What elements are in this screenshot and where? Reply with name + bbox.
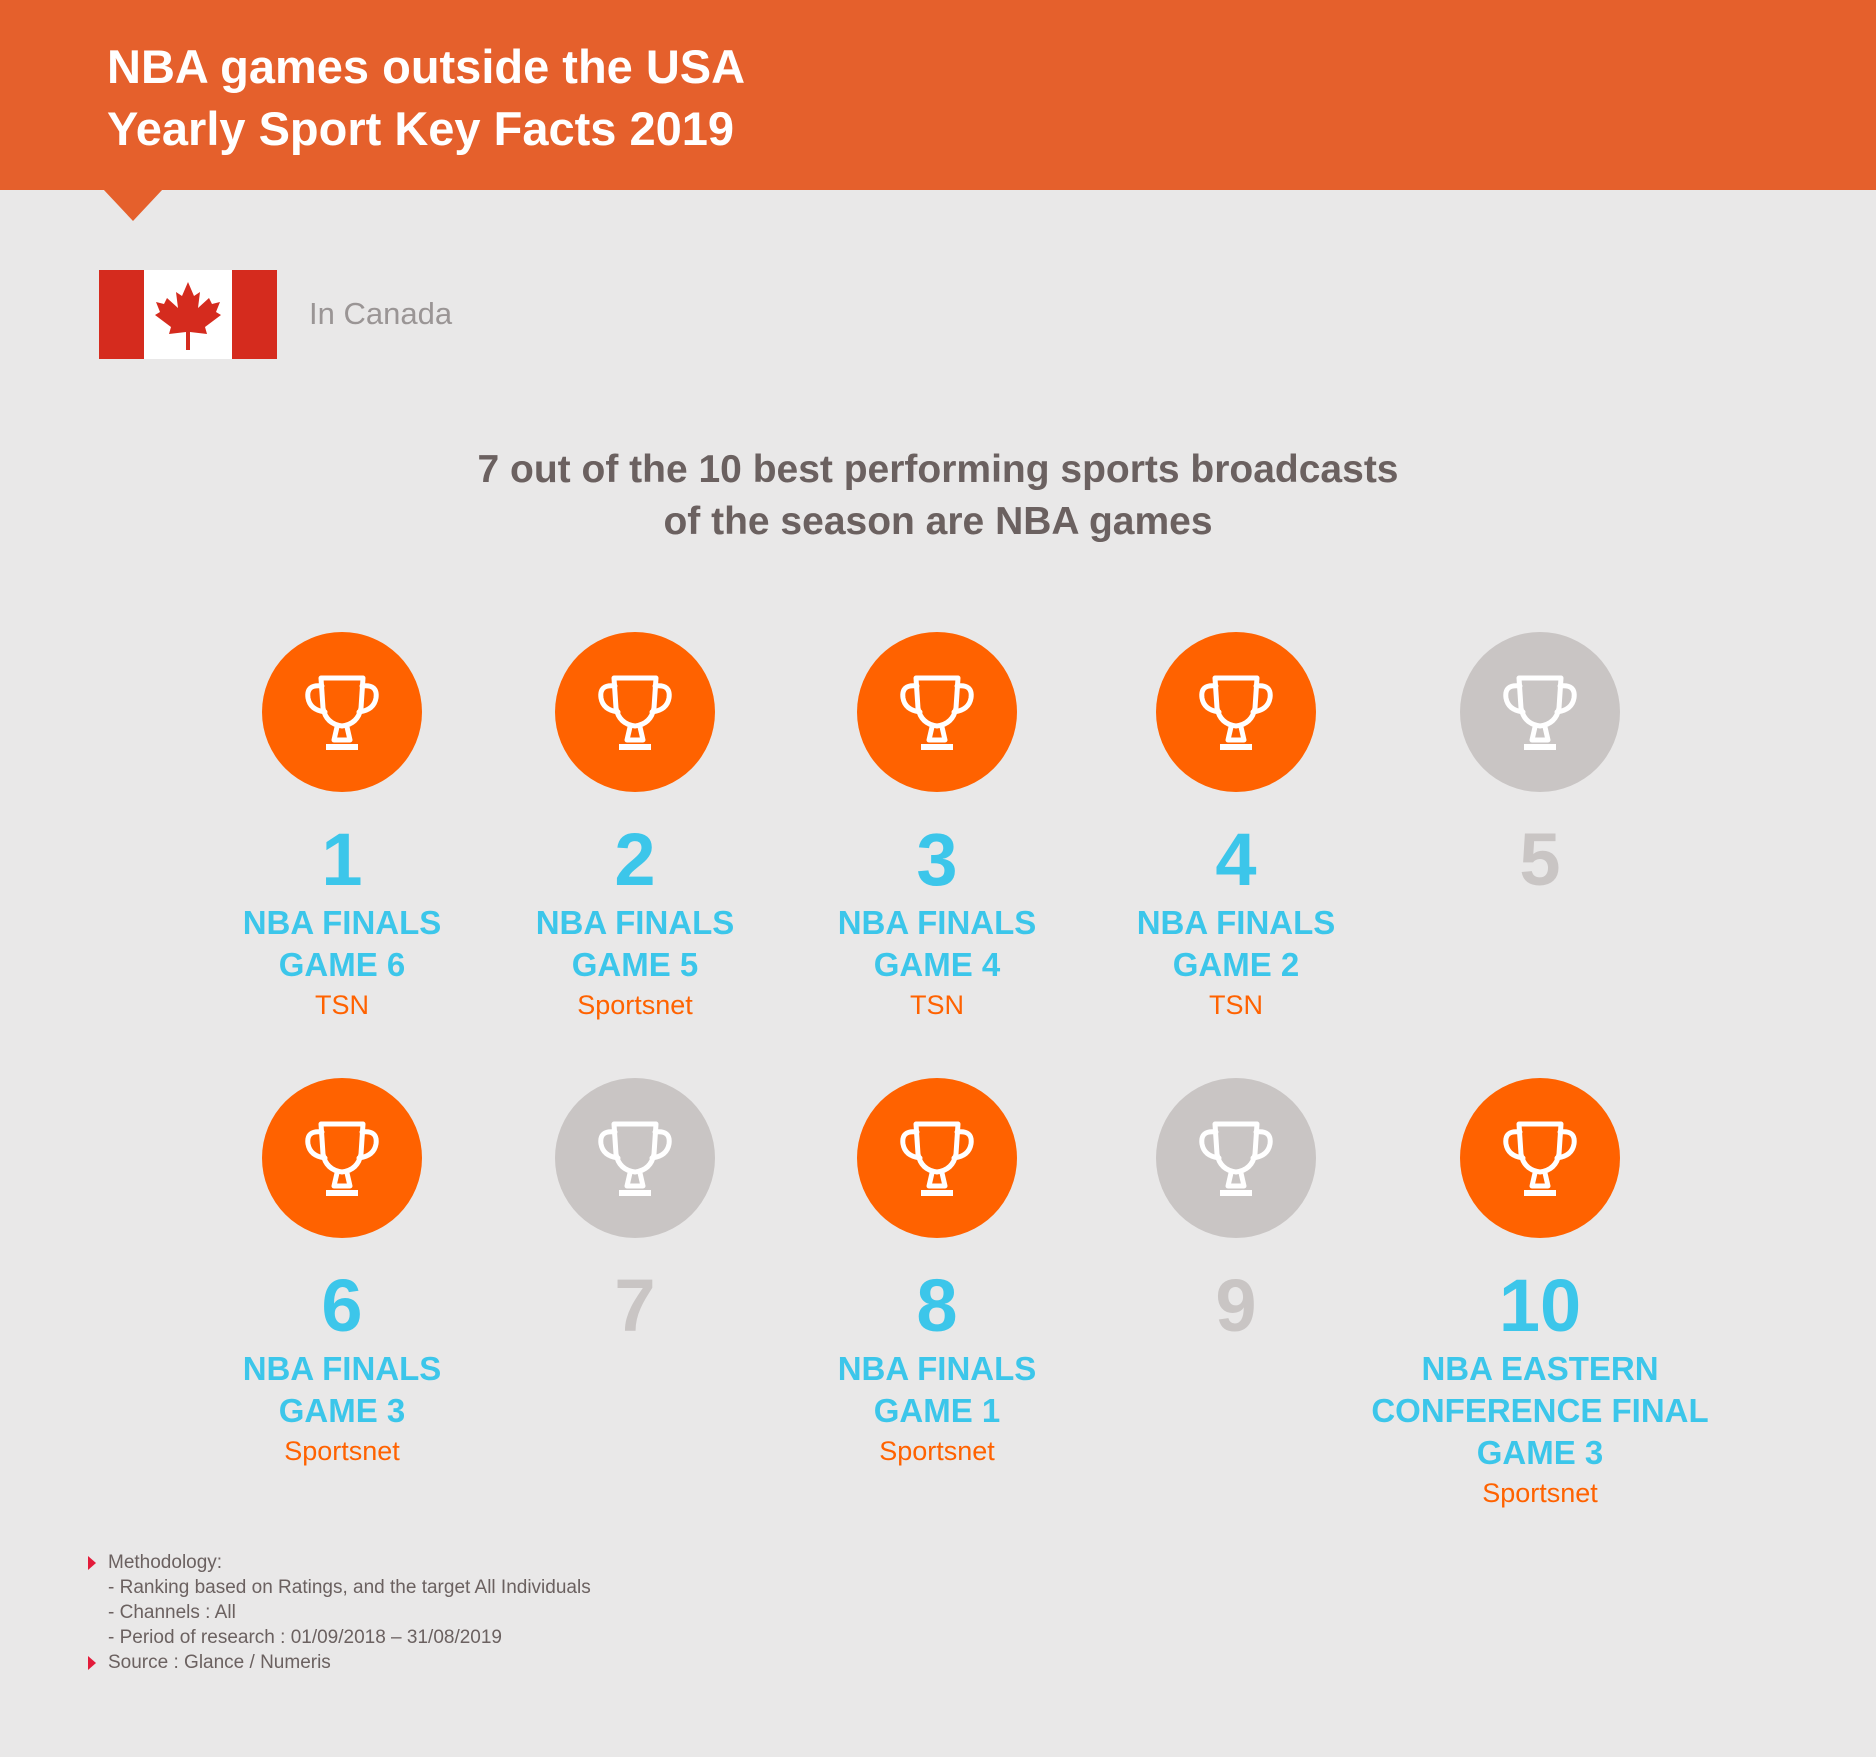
methodology-item-text: - Ranking based on Ratings, and the targ… (108, 1577, 591, 1598)
rank-badge (262, 632, 422, 792)
methodology-item: - Ranking based on Ratings, and the targ… (88, 1575, 591, 1600)
methodology-row: Methodology: (88, 1550, 591, 1575)
rank-item-8: 8 NBA FINALS GAME 1 Sportsnet (787, 1078, 1087, 1468)
bullet-arrow-icon (88, 1556, 96, 1570)
broadcast-title-line: NBA FINALS (242, 1350, 442, 1387)
country-label: In Canada (309, 296, 453, 331)
broadcast-title: NBA EASTERN CONFERENCE FINAL GAME 3 (1350, 1348, 1730, 1474)
rank-number: 6 (321, 1264, 363, 1347)
source-row: Source : Glance / Numeris (88, 1650, 591, 1675)
broadcast-channel: Sportsnet (577, 990, 693, 1020)
page-title-line2: Yearly Sport Key Facts 2019 (107, 102, 735, 155)
rank-number: 7 (614, 1264, 656, 1347)
broadcast-title-line: GAME 3 (1476, 1434, 1604, 1471)
trophy-icon (1503, 1121, 1577, 1196)
broadcast-title: NBA FINALS GAME 1 (787, 1348, 1087, 1432)
rank-item-4: 4 NBA FINALS GAME 2 TSN (1086, 632, 1386, 1022)
rank-item-9: 9 (1086, 1078, 1386, 1346)
methodology-item: - Channels : All (88, 1600, 591, 1625)
methodology-label: Methodology: (108, 1552, 223, 1573)
trophy-icon (598, 675, 672, 750)
bullet-arrow-icon (88, 1656, 96, 1670)
rank-badge (555, 1078, 715, 1238)
header-banner: NBA games outside the USA Yearly Sport K… (0, 0, 1876, 190)
rank-badge (1156, 1078, 1316, 1238)
rank-number: 3 (916, 818, 958, 901)
broadcast-channel: Sportsnet (1482, 1478, 1598, 1508)
broadcast-title: NBA FINALS GAME 2 (1086, 902, 1386, 986)
trophy-icon (1503, 675, 1577, 750)
rank-badge (1460, 632, 1620, 792)
broadcast-channel: TSN (315, 990, 369, 1020)
broadcast-title: NBA FINALS GAME 5 (485, 902, 785, 986)
rank-badge (555, 632, 715, 792)
source-text: Source : Glance / Numeris (108, 1652, 331, 1673)
trophy-icon (900, 1121, 974, 1196)
broadcast-title-line: NBA FINALS (837, 904, 1037, 941)
footnotes: Methodology: - Ranking based on Ratings,… (88, 1550, 591, 1675)
rank-number: 4 (1215, 818, 1257, 901)
broadcast-title-line: NBA EASTERN (1421, 1350, 1659, 1387)
rank-item-10: 10 NBA EASTERN CONFERENCE FINAL GAME 3 Sport… (1350, 1078, 1730, 1510)
rank-number: 1 (321, 818, 363, 901)
page-title-line1: NBA games outside the USA (107, 40, 746, 93)
rank-item-1: 1 NBA FINALS GAME 6 TSN (192, 632, 492, 1022)
rank-item-3: 3 NBA FINALS GAME 4 TSN (787, 632, 1087, 1022)
headline-line2: of the season are NBA games (663, 500, 1213, 543)
broadcast-title-line: GAME 6 (278, 946, 406, 983)
rank-badge (1460, 1078, 1620, 1238)
broadcast-title-line: GAME 1 (873, 1392, 1001, 1429)
methodology-item: - Period of research : 01/09/2018 – 31/0… (88, 1625, 591, 1650)
trophy-icon (1199, 1121, 1273, 1196)
broadcast-title-line: GAME 3 (278, 1392, 406, 1429)
rank-item-2: 2 NBA FINALS GAME 5 Sportsnet (485, 632, 785, 1022)
rank-badge (857, 632, 1017, 792)
headline: 7 out of the 10 best performing sports b… (0, 444, 1876, 548)
broadcast-title-line: GAME 5 (571, 946, 699, 983)
trophy-icon (305, 1121, 379, 1196)
rank-number: 10 (1498, 1264, 1582, 1347)
header-pointer (103, 189, 163, 221)
methodology-item-text: - Period of research : 01/09/2018 – 31/0… (108, 1627, 502, 1648)
broadcast-title-line: NBA FINALS (242, 904, 442, 941)
trophy-icon (598, 1121, 672, 1196)
rank-item-6: 6 NBA FINALS GAME 3 Sportsnet (192, 1078, 492, 1468)
broadcast-channel: TSN (910, 990, 964, 1020)
broadcast-title-line: GAME 4 (873, 946, 1001, 983)
trophy-icon (900, 675, 974, 750)
methodology-item-text: - Channels : All (108, 1602, 236, 1623)
trophy-icon (305, 675, 379, 750)
headline-line1: 7 out of the 10 best performing sports b… (477, 448, 1399, 491)
broadcast-title-line: NBA FINALS (1136, 904, 1336, 941)
broadcast-channel: Sportsnet (284, 1436, 400, 1466)
broadcast-title: NBA FINALS GAME 4 (787, 902, 1087, 986)
rank-badge (1156, 632, 1316, 792)
broadcast-title-line: CONFERENCE FINAL (1371, 1392, 1709, 1429)
broadcast-channel: Sportsnet (879, 1436, 995, 1466)
broadcast-title: NBA FINALS GAME 6 (192, 902, 492, 986)
broadcast-title-line: NBA FINALS (837, 1350, 1037, 1387)
broadcast-title-line: NBA FINALS (535, 904, 735, 941)
rank-item-7: 7 (485, 1078, 785, 1346)
rank-number: 9 (1215, 1264, 1257, 1347)
rank-number: 5 (1519, 818, 1561, 901)
page-title: NBA games outside the USA Yearly Sport K… (107, 36, 745, 160)
rank-number: 2 (614, 818, 656, 901)
trophy-icon (1199, 675, 1273, 750)
canada-flag-icon (99, 270, 277, 359)
broadcast-title: NBA FINALS GAME 3 (192, 1348, 492, 1432)
rank-number: 8 (916, 1264, 958, 1347)
rank-badge (857, 1078, 1017, 1238)
broadcast-title-line: GAME 2 (1172, 946, 1300, 983)
rank-item-5: 5 (1390, 632, 1690, 900)
broadcast-channel: TSN (1209, 990, 1263, 1020)
rank-badge (262, 1078, 422, 1238)
